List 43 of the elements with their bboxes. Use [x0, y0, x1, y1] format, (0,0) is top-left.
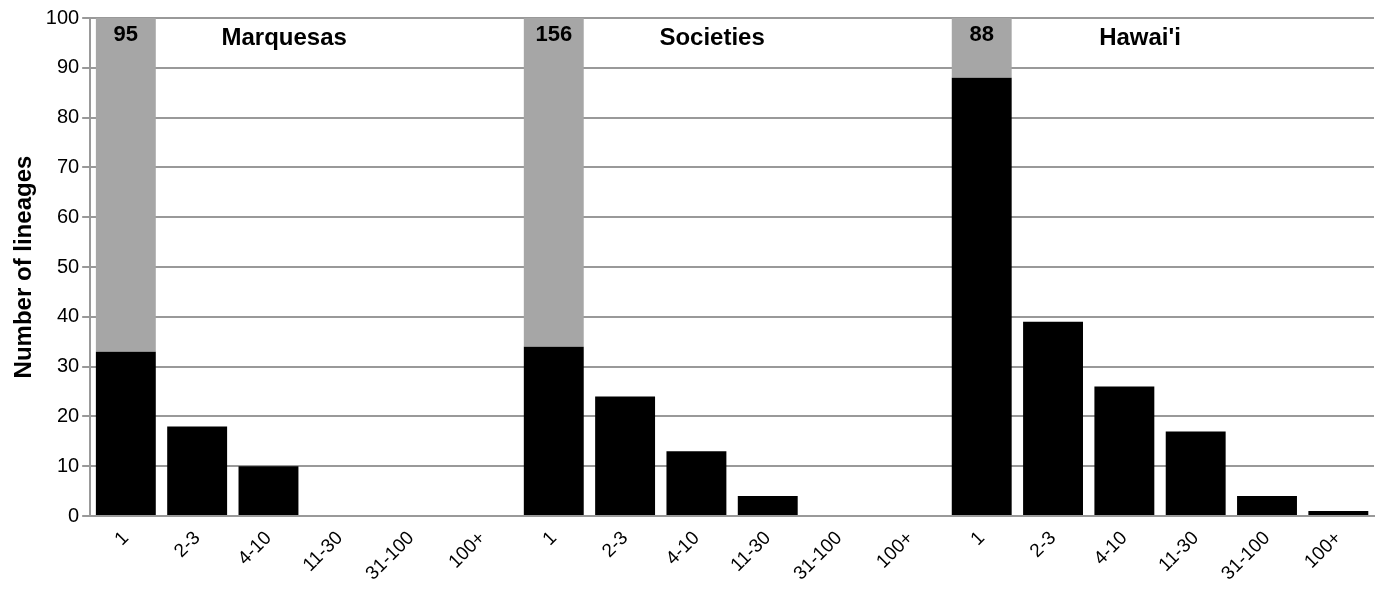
- bar: [95, 351, 156, 516]
- x-tick-label: 1: [110, 526, 133, 550]
- bar: [1023, 321, 1083, 516]
- annotation: Hawai'i: [1099, 22, 1181, 50]
- annotation: Marquesas: [221, 22, 347, 50]
- bar: [238, 466, 299, 516]
- x-tick-label: 4-10: [661, 526, 703, 569]
- bar: [1237, 496, 1297, 516]
- y-tick-label: 90: [56, 55, 80, 78]
- x-tick-label: 2-3: [169, 526, 204, 562]
- bar: [1165, 431, 1226, 516]
- y-tick-label: 30: [56, 354, 80, 377]
- annotation: Societies: [659, 22, 765, 50]
- y-tick-label: 80: [56, 105, 80, 128]
- x-tick-label: 2-3: [597, 526, 632, 562]
- bar: [523, 18, 584, 347]
- y-axis-title: Number of lineages: [9, 155, 37, 379]
- x-tick-label: 1: [965, 526, 989, 550]
- y-tick-label: 100: [45, 5, 80, 28]
- x-tick-label: 2-3: [1025, 526, 1060, 562]
- y-tick-label: 40: [56, 304, 80, 327]
- x-tick-label: 4-10: [233, 526, 276, 569]
- y-tick-label: 70: [56, 154, 80, 177]
- annotation: 95: [113, 21, 139, 47]
- bar: [95, 18, 156, 352]
- x-tick-label: 4-10: [1089, 526, 1131, 569]
- y-tick-label: 10: [56, 453, 80, 476]
- bar: [951, 77, 1012, 516]
- bar: [1308, 511, 1369, 516]
- y-tick-label: 50: [56, 254, 80, 277]
- bar: [666, 451, 727, 516]
- annotation: 88: [969, 21, 994, 47]
- bar: [951, 18, 1012, 78]
- bar: [1094, 386, 1155, 516]
- y-tick-label: 60: [56, 204, 80, 227]
- bar: [523, 346, 584, 516]
- annotation: 156: [535, 21, 573, 47]
- bar: [167, 426, 228, 516]
- y-tick-label: 20: [56, 403, 80, 426]
- y-tick-label: 0: [68, 503, 80, 526]
- bar: [595, 396, 656, 516]
- x-tick-label: 1: [537, 526, 561, 550]
- bar: [737, 496, 798, 516]
